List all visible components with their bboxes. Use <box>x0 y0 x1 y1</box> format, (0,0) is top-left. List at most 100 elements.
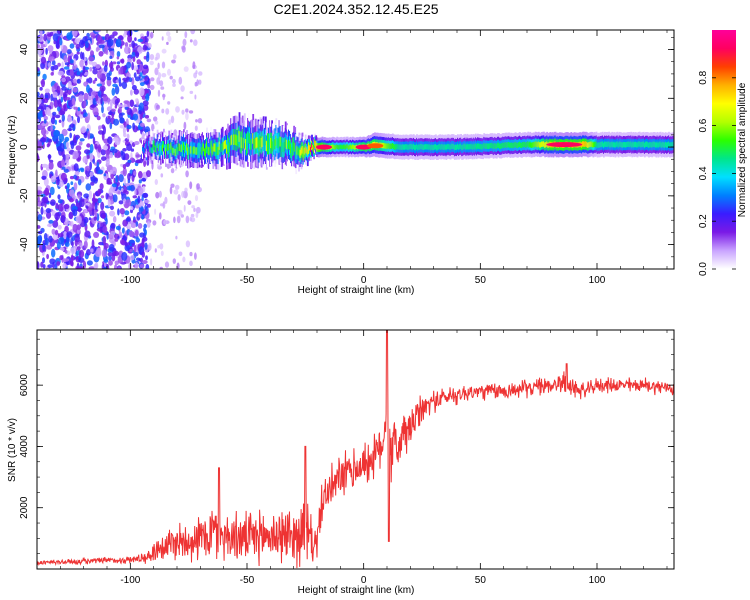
spectrogram-noise-blob <box>39 30 43 37</box>
spectrogram-hot-spot <box>367 143 384 149</box>
spectrogram-noise-blob <box>132 122 136 130</box>
spectrogram-noise-blob <box>114 104 118 109</box>
spectrogram-noise-blob <box>137 38 144 43</box>
spectrogram-ridge-cell <box>296 145 299 155</box>
spectrogram-noise-blob <box>80 127 87 134</box>
spectrogram-scatter-blob <box>188 110 194 114</box>
spectrogram-ridge-cell <box>258 140 261 151</box>
spectrogram-scatter-blob <box>167 101 171 105</box>
snr-x-label: Height of straight line (km) <box>298 585 415 596</box>
spectrogram-ridge-cell <box>448 144 451 150</box>
spectrogram-ridge-cell <box>235 134 238 146</box>
spectrogram-ridge-cell <box>166 144 168 152</box>
spectrogram-ridge-cell <box>196 147 199 155</box>
spectrogram-noise-blob <box>139 87 145 97</box>
spectrogram-noise-blob <box>83 92 89 102</box>
spectrogram-noise-blob <box>90 248 94 253</box>
spectrogram-noise-blob <box>37 91 40 97</box>
spectrogram-noise-blob <box>45 47 48 55</box>
spectrogram-noise-blob <box>111 108 116 113</box>
spectrogram-ridge-cell <box>307 145 310 152</box>
spectrogram-noise-blob <box>105 158 110 166</box>
spectrogram-scatter-blob <box>170 183 175 188</box>
spectrogram-noise-blob <box>48 138 53 143</box>
spectrogram-ridge-cell <box>239 136 242 148</box>
spectrogram-noise-blob <box>129 99 134 108</box>
spectrogram-scatter-blob <box>152 220 157 226</box>
spectrogram-noise-blob <box>128 230 135 238</box>
spectrogram-noise-blob <box>66 231 73 238</box>
spectrogram-ridge-cell <box>531 142 534 148</box>
spectrogram-ridge-cell <box>336 144 339 149</box>
spectrogram-noise-blob <box>44 94 49 99</box>
spectrogram-noise-blob <box>71 205 78 211</box>
spectrogram-ridge-cell <box>164 144 166 152</box>
spectrogram-ridge-cell <box>495 143 498 150</box>
spectrogram-noise-blob <box>59 255 64 261</box>
spectrogram-noise-blob <box>118 77 121 84</box>
spectrogram-ridge-cell <box>222 142 225 151</box>
spectrogram-noise-blob <box>128 43 132 48</box>
spectrogram-noise-blob <box>103 242 109 249</box>
spectrogram-noise-blob <box>69 198 74 203</box>
spectrogram-noise-blob <box>47 264 53 269</box>
spectrogram-noise-blob <box>133 170 137 176</box>
spectrogram-ridge-cell <box>178 143 181 151</box>
spectrogram-noise-blob <box>126 61 132 69</box>
spectrogram-ridge-cell <box>643 142 646 148</box>
spectrogram-noise-blob <box>91 208 95 217</box>
spectrogram-ridge-cell <box>613 141 616 147</box>
spectrogram-ridge-cell <box>386 143 389 150</box>
spectrogram-noise-blob <box>83 112 88 117</box>
spectrogram-noise-blob <box>73 134 76 143</box>
spectrogram-noise-blob <box>139 63 144 72</box>
spectrogram-ridge-cell <box>340 144 343 149</box>
spectrogram-ridge-cell <box>295 149 298 159</box>
spectrogram-ridge-cell <box>417 145 419 151</box>
spectrogram-ridge-cell <box>348 145 351 150</box>
spectrogram-ridge-cell <box>451 143 454 150</box>
spectrogram-ridge-cell <box>216 146 219 155</box>
spectrogram-ridge-cell <box>315 142 318 148</box>
spectrogram-noise-blob <box>103 173 107 177</box>
spectrogram-noise-blob <box>76 224 82 231</box>
colorbar-gradient <box>712 30 736 269</box>
spectrogram-noise-blob <box>102 225 108 234</box>
spectrogram-noise-blob <box>40 206 44 215</box>
spectrogram-noise-blob <box>73 163 79 172</box>
spectrogram-scatter-blob <box>176 262 180 269</box>
spectrogram-ridge-cell <box>401 144 404 151</box>
spectrogram-noise-blob <box>87 130 91 140</box>
spectrogram-ridge-cell <box>615 141 618 148</box>
spectrogram-noise-blob <box>53 64 59 70</box>
spectrogram-ridge-cell <box>167 143 169 151</box>
x-tick-label: -50 <box>240 275 255 286</box>
spectrogram-ridge-cell <box>221 142 224 151</box>
spectrogram-ridge-cell <box>592 142 595 148</box>
spectrogram-noise-blob <box>130 89 133 96</box>
spectrogram-ridge-cell <box>449 144 452 151</box>
spectrogram-scatter-blob <box>150 31 154 39</box>
spectrogram-noise-blob <box>37 35 45 43</box>
spectrogram-ridge-cell <box>535 141 538 147</box>
spectrogram-ridge-cell <box>304 146 307 153</box>
spectrogram-ridge-cell <box>660 142 663 148</box>
spectrogram-scatter-blob <box>149 60 154 66</box>
spectrogram-noise-blob <box>111 183 117 188</box>
spectrogram-noise-blob <box>89 143 94 153</box>
spectrogram-ridge-cell <box>349 144 352 149</box>
spectrogram-noise-blob <box>77 206 82 213</box>
spectrogram-noise-blob <box>51 228 56 235</box>
spectrogram-noise-blob <box>48 219 54 224</box>
spectrogram-noise-blob <box>37 261 40 269</box>
spectrogram-ridge-cell <box>500 143 502 149</box>
spectrogram-ridge-cell <box>147 145 150 152</box>
spectrogram-ridge-cell <box>298 147 301 157</box>
spectrogram-noise-blob <box>70 141 75 150</box>
spectrogram-noise-blob <box>120 66 123 75</box>
spectrogram-ridge-cell <box>249 133 251 144</box>
spectrogram-noise-blob <box>112 31 118 36</box>
spectrogram-ridge-cell <box>606 141 608 147</box>
spectrogram-noise-blob <box>46 253 49 260</box>
spectrogram-ridge-cell <box>209 147 211 156</box>
